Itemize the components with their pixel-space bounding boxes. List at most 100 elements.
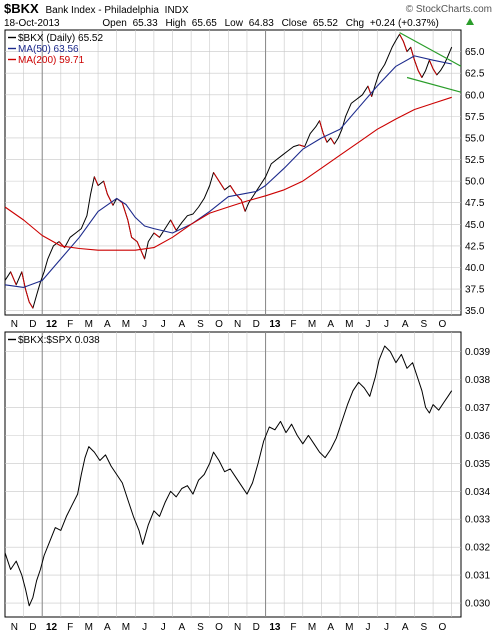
- x-tick-label: N: [11, 319, 18, 330]
- price-down-segment: [153, 232, 160, 238]
- x-tick-label: J: [161, 319, 166, 330]
- price-down-segment: [330, 137, 335, 145]
- y-tick-label: 0.034: [465, 487, 490, 498]
- price-down-segment: [93, 176, 99, 186]
- price-down-segment: [229, 185, 237, 195]
- quote-date: 18-Oct-2013: [4, 18, 60, 29]
- x-tick-label: M: [85, 319, 93, 330]
- high-value: 65.65: [192, 18, 217, 29]
- y-tick-label: 55.0: [465, 133, 485, 144]
- x-tick-label: J: [365, 622, 370, 633]
- x-tick-label: M: [122, 319, 130, 330]
- x-tick-label: O: [438, 622, 446, 633]
- x-tick-label: 13: [269, 622, 281, 633]
- x-tick-label: 12: [46, 319, 58, 330]
- open-value: 65.33: [133, 18, 158, 29]
- y-tick-label: 57.5: [465, 112, 485, 123]
- x-tick-label: A: [402, 319, 409, 330]
- x-tick-label: J: [384, 622, 389, 633]
- y-tick-label: 0.036: [465, 431, 490, 442]
- price-down-segment: [121, 202, 129, 221]
- plot-frame: [4, 331, 462, 618]
- y-tick-label: 65.0: [465, 47, 485, 58]
- y-tick-label: 50.0: [465, 177, 485, 188]
- x-tick-label: M: [85, 622, 93, 633]
- index-name: Bank Index - Philadelphia: [45, 5, 159, 16]
- up-arrow-icon: [466, 18, 474, 25]
- price-down-segment: [367, 85, 373, 97]
- y-tick-label: 62.5: [465, 69, 485, 80]
- legend-entry: $BKX (Daily) 65.52: [18, 33, 103, 44]
- x-tick-label: 12: [46, 622, 58, 633]
- price-down-segment: [417, 70, 423, 78]
- x-tick-label: F: [290, 622, 296, 633]
- price-down-segment: [103, 180, 108, 195]
- close-value: 65.52: [313, 18, 338, 29]
- symbol: $BKX: [4, 1, 39, 16]
- y-tick-label: 0.038: [465, 375, 490, 386]
- price-down-segment: [10, 271, 17, 285]
- price-down-segment: [298, 144, 305, 148]
- x-tick-label: M: [308, 319, 316, 330]
- price-down-segment: [106, 193, 114, 206]
- plot-frame: [4, 29, 462, 316]
- x-tick-label: F: [67, 622, 73, 633]
- x-tick-label: O: [438, 319, 446, 330]
- series-line-bkx-spx: [4, 345, 453, 607]
- y-tick-label: 45.0: [465, 220, 485, 231]
- price-down-segment: [413, 60, 419, 71]
- x-tick-label: O: [215, 319, 223, 330]
- x-tick-label: M: [122, 622, 130, 633]
- x-tick-label: A: [104, 319, 111, 330]
- price-down-segment: [136, 241, 142, 251]
- price-down-segment: [21, 271, 26, 290]
- x-tick-label: D: [29, 319, 36, 330]
- open-label: Open: [102, 18, 126, 29]
- y-tick-label: 35.0: [465, 306, 485, 317]
- x-tick-label: A: [178, 622, 185, 633]
- x-tick-label: D: [253, 319, 260, 330]
- x-tick-label: D: [29, 622, 36, 633]
- exchange: INDX: [165, 5, 189, 16]
- x-tick-label: A: [327, 622, 334, 633]
- low-value: 64.83: [249, 18, 274, 29]
- price-down-segment: [24, 288, 30, 303]
- x-tick-label: F: [67, 319, 73, 330]
- x-tick-label: N: [234, 622, 241, 633]
- x-tick-label: D: [253, 622, 260, 633]
- trend-line: [399, 32, 462, 67]
- y-tick-label: 0.030: [465, 599, 490, 610]
- x-tick-label: N: [11, 622, 18, 633]
- price-down-segment: [218, 180, 226, 191]
- ohlc-line: 18-Oct-2013 Open 65.33 High 65.65 Low 64…: [4, 18, 439, 29]
- price-down-segment: [170, 219, 177, 231]
- x-tick-label: J: [365, 319, 370, 330]
- x-tick-label: M: [345, 622, 353, 633]
- x-tick-label: J: [161, 622, 166, 633]
- chart-title: $BKX Bank Index - Philadelphia INDX: [4, 1, 189, 16]
- x-tick-label: A: [402, 622, 409, 633]
- price-down-segment: [131, 236, 138, 242]
- series-line-ma-50: [4, 55, 452, 288]
- price-down-segment: [240, 199, 246, 212]
- price-down-segment: [410, 47, 415, 61]
- price-down-segment: [127, 219, 133, 238]
- watermark: © StockCharts.com: [406, 4, 492, 15]
- close-label: Close: [282, 18, 308, 29]
- series-line-ma-200: [4, 96, 452, 251]
- x-tick-label: S: [197, 319, 204, 330]
- high-label: High: [165, 18, 186, 29]
- x-tick-label: S: [420, 622, 427, 633]
- y-tick-label: 0.037: [465, 403, 490, 414]
- x-tick-label: N: [234, 319, 241, 330]
- x-tick-label: S: [420, 319, 427, 330]
- x-tick-label: M: [308, 622, 316, 633]
- chg-value: +0.24 (+0.37%): [370, 18, 439, 29]
- y-tick-label: 0.033: [465, 515, 490, 526]
- price-down-segment: [322, 133, 328, 143]
- x-tick-label: J: [384, 319, 389, 330]
- price-down-segment: [428, 60, 434, 70]
- x-tick-label: A: [178, 319, 185, 330]
- price-down-segment: [402, 41, 408, 52]
